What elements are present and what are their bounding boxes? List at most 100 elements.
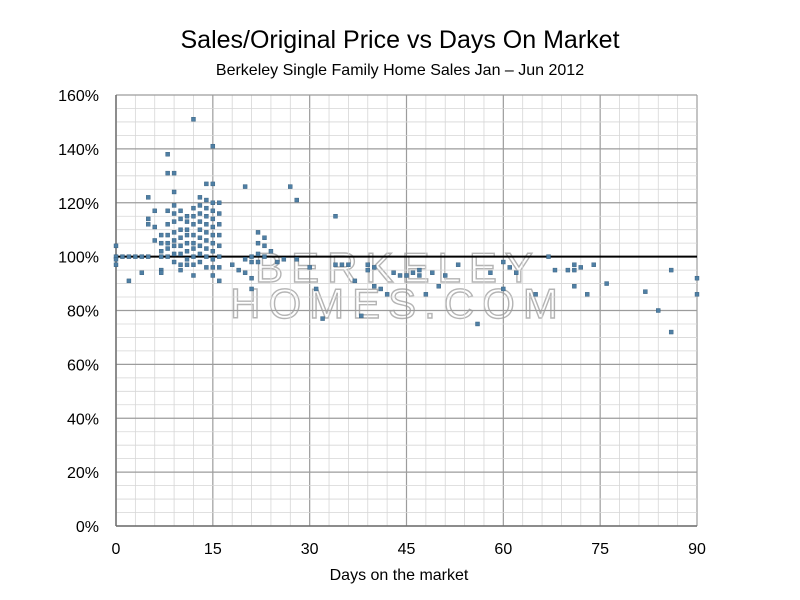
data-point — [242, 257, 248, 262]
data-point — [217, 254, 222, 259]
data-point — [210, 265, 216, 270]
data-point — [158, 249, 164, 254]
data-point — [346, 262, 351, 267]
data-point — [372, 284, 377, 289]
data-point — [307, 265, 312, 270]
data-point — [262, 243, 267, 249]
data-point — [488, 270, 493, 275]
data-point — [146, 254, 151, 259]
data-point — [585, 292, 590, 297]
data-point — [184, 257, 190, 262]
data-point — [210, 224, 216, 230]
data-point — [204, 265, 209, 270]
data-point — [333, 262, 338, 267]
data-point — [552, 267, 558, 273]
data-point — [165, 232, 170, 238]
y-tick-label: 160% — [58, 88, 99, 105]
data-point — [217, 243, 222, 249]
data-point — [197, 251, 203, 257]
data-point — [204, 181, 209, 187]
data-point — [113, 243, 119, 249]
data-point — [443, 273, 448, 278]
data-point — [294, 257, 299, 262]
data-point — [229, 262, 235, 267]
data-point — [139, 254, 145, 259]
data-point — [191, 240, 196, 246]
data-point — [217, 200, 222, 205]
data-point — [217, 278, 222, 284]
data-point — [120, 254, 125, 259]
data-point — [171, 219, 177, 224]
data-point — [255, 259, 261, 265]
data-point — [204, 222, 209, 227]
data-point — [410, 270, 416, 275]
data-point — [217, 265, 222, 270]
data-point — [255, 251, 261, 257]
data-point — [288, 184, 293, 189]
data-point — [436, 284, 441, 289]
data-point — [236, 267, 241, 273]
data-point — [126, 278, 132, 284]
data-point — [249, 275, 254, 281]
data-point — [242, 270, 248, 275]
data-point — [184, 249, 190, 254]
data-point — [204, 238, 209, 243]
x-tick-label: 15 — [204, 541, 222, 558]
data-point — [146, 195, 151, 200]
data-point — [391, 270, 396, 275]
data-point — [165, 170, 170, 176]
data-point — [262, 235, 267, 240]
data-point — [501, 259, 506, 265]
watermark-line-2: HOMES.COM — [230, 280, 566, 327]
data-point — [694, 292, 700, 297]
data-point — [249, 254, 254, 259]
data-point — [604, 281, 609, 286]
data-point — [191, 117, 196, 122]
x-tick-label: 30 — [301, 541, 319, 558]
data-point — [152, 208, 157, 214]
data-point — [126, 254, 132, 259]
y-tick-label: 80% — [67, 304, 99, 321]
data-point — [262, 254, 267, 259]
data-point — [178, 267, 183, 273]
data-point — [184, 227, 190, 232]
data-point — [197, 219, 203, 224]
data-point — [204, 246, 209, 251]
data-point — [158, 232, 164, 238]
data-point — [578, 265, 583, 270]
data-point — [507, 265, 512, 270]
data-point — [281, 257, 287, 262]
data-point — [365, 267, 370, 273]
data-point — [113, 257, 119, 262]
x-axis-label: Days on the market — [330, 567, 469, 584]
data-point — [184, 262, 190, 267]
y-tick-label: 120% — [58, 196, 99, 213]
data-point — [146, 222, 151, 227]
data-point — [514, 270, 519, 275]
data-point — [197, 259, 203, 265]
tick-labels: 0 15 30 45 60 75 90 0% 20% 40% 60% 80% 100% 120% 140% 1… — [58, 88, 706, 558]
data-point — [165, 254, 170, 259]
data-point — [313, 286, 319, 292]
data-point — [204, 254, 209, 259]
data-point — [210, 249, 216, 254]
data-point — [152, 238, 157, 243]
data-point — [204, 205, 209, 211]
data-point — [171, 238, 177, 243]
data-point — [384, 292, 390, 297]
data-point — [184, 214, 190, 219]
data-point — [191, 232, 196, 238]
data-point — [171, 189, 177, 195]
data-point — [165, 152, 170, 157]
data-point — [191, 262, 196, 267]
data-point — [178, 251, 183, 257]
data-point — [146, 216, 151, 222]
data-point — [455, 262, 461, 267]
data-point — [204, 230, 209, 235]
x-tick-label: 90 — [688, 541, 706, 558]
data-point — [268, 249, 274, 254]
data-point — [339, 262, 345, 267]
data-point — [171, 203, 177, 208]
axes — [115, 95, 697, 527]
